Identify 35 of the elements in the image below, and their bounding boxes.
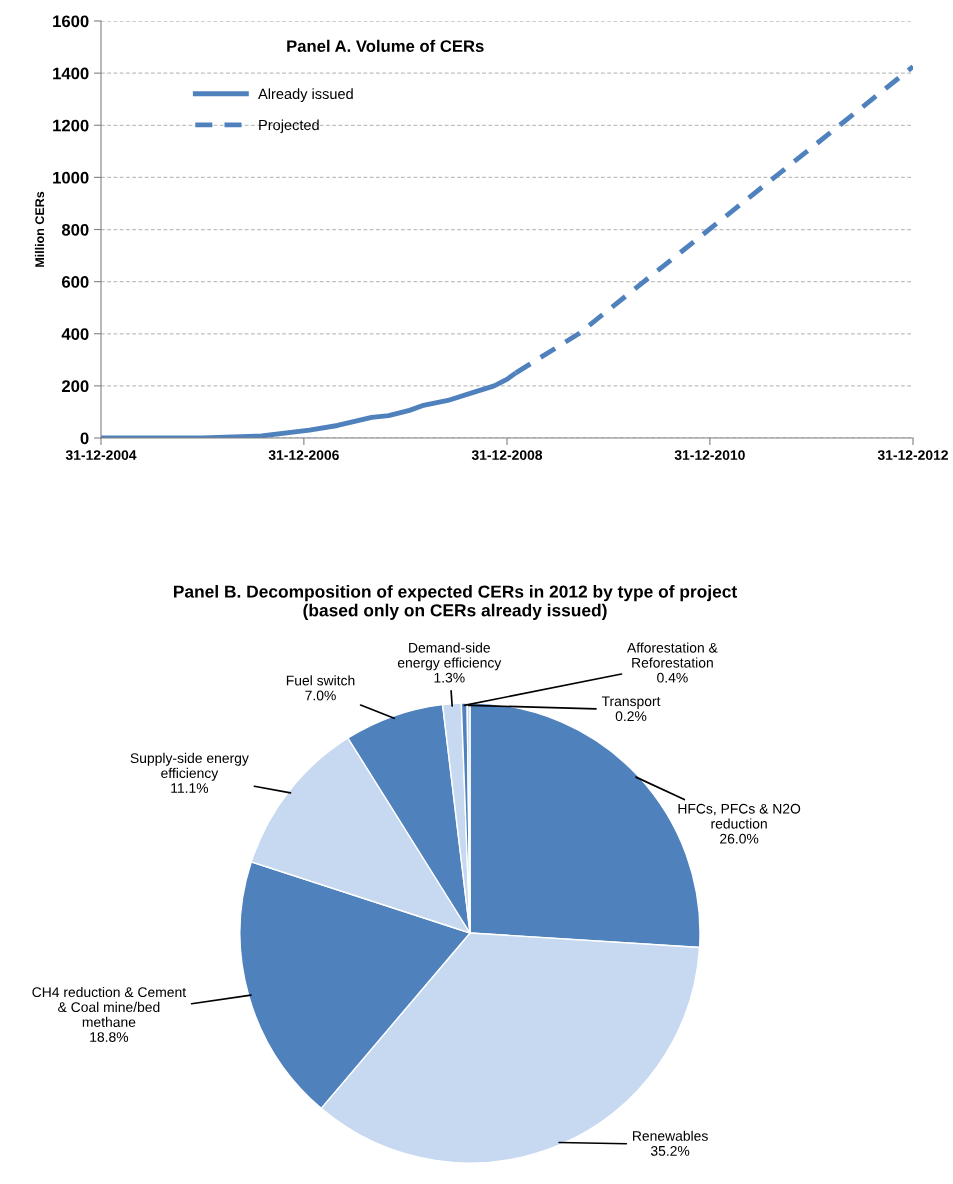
legend-label: Projected [259, 119, 319, 134]
y-tick-label: 1600 [53, 15, 89, 28]
legend-label: Already issued [258, 88, 353, 102]
chart-title: Panel B. Decomposition of expected CERs in 2012 by type of project (based only on CERs already issued) [174, 585, 737, 620]
y-tick-label: 1000 [53, 171, 89, 184]
x-tick-label: 31-12-2010 [674, 450, 745, 461]
slice-label: Demand-side energy efficiency [397, 642, 502, 671]
data-label: 35.2% [650, 1145, 690, 1156]
slice-label: HFCs, PFCs & N2O reduction [678, 803, 801, 829]
y-tick-label: 600 [62, 276, 89, 288]
x-tick-label: 31-12-2004 [65, 450, 137, 461]
slice-label: Afforestation & Reforestation [627, 642, 718, 668]
y-tick-label: 800 [61, 223, 89, 236]
x-tick-label: 31-12-2012 [877, 450, 948, 461]
y-tick-label: 400 [61, 328, 89, 340]
data-label: 7.0% [305, 690, 336, 701]
y-axis-title: Million CERs [34, 191, 45, 267]
data-label: 18.8% [90, 1032, 129, 1042]
y-tick-label: 200 [61, 380, 89, 393]
data-label: 1.3% [434, 672, 465, 683]
slice-label: Renewables [633, 1130, 708, 1141]
y-tick-label: 0 [80, 432, 89, 445]
slice-label: Transport [601, 696, 661, 709]
y-tick-label: 1200 [53, 119, 89, 132]
text: Panel A. Volume of CERs [287, 39, 484, 53]
y-tick-label: 1400 [53, 67, 89, 80]
slice-label: CH4 reduction & Cement & Coal mine/bed methane [32, 986, 186, 1028]
slice-label: Fuel switch [286, 675, 355, 686]
x-tick-label: 31-12-2006 [268, 450, 339, 461]
data-label: 0.4% [657, 672, 688, 683]
data-label: 26.0% [720, 833, 759, 844]
data-label: 0.2% [615, 711, 647, 722]
data-label: 11.1% [171, 783, 209, 793]
slice-label: Supply-side energy efficiency [130, 752, 249, 781]
x-tick-label: 31-12-2008 [471, 450, 543, 461]
